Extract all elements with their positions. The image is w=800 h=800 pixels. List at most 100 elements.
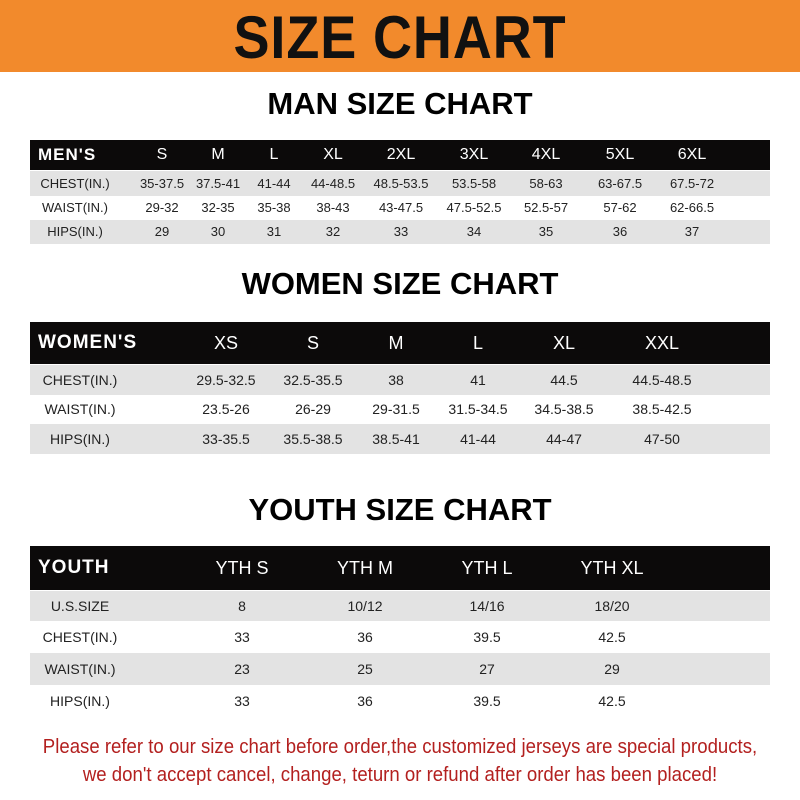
value-cell: 48.5-53.5	[373, 176, 429, 191]
measure-label-cell: WAIST(IN.)	[44, 401, 116, 417]
measure-label-cell: CHEST(IN.)	[42, 629, 118, 645]
title-banner: SIZE CHART	[0, 0, 800, 72]
size-header-cell: XXL	[644, 333, 680, 353]
table-row: CHEST(IN.) 29.5-32.5 32.5-35.5 38 41 44.5 44.5…	[30, 365, 770, 395]
value-cell: 33	[234, 693, 250, 709]
size-header-cell: XS	[213, 333, 239, 353]
size-header-cell: S	[306, 333, 320, 353]
value-cell: 39.5	[473, 693, 501, 709]
table-row: HIPS(IN.) 33 36 39.5 42.5	[30, 685, 770, 717]
size-header-cell: 6XL	[677, 146, 707, 163]
size-header-cell: XL	[323, 146, 343, 163]
women-section-title: WOMEN SIZE CHART	[241, 266, 559, 301]
value-cell: 52.5-57	[523, 200, 569, 215]
page-title: SIZE CHART	[233, 4, 567, 71]
value-cell: 38.5-42.5	[632, 401, 692, 417]
size-header-cell: L	[472, 333, 484, 353]
value-cell: 23	[234, 661, 250, 677]
measure-label-cell: WAIST(IN.)	[44, 661, 116, 677]
value-cell: 57-62	[603, 200, 637, 215]
size-header-cell: XL	[552, 333, 576, 353]
value-cell: 34.5-38.5	[534, 401, 594, 417]
value-cell: 38	[388, 372, 404, 388]
value-cell: 26-29	[295, 401, 331, 417]
value-cell: 35	[538, 224, 554, 239]
value-cell: 47-50	[644, 431, 680, 447]
value-cell: 58-63	[529, 176, 563, 191]
value-cell: 42.5	[598, 693, 626, 709]
table-row: U.S.SIZE 8 10/12 14/16 18/20	[30, 591, 770, 621]
men-section-title: MAN SIZE CHART	[267, 86, 533, 121]
table-row: CHEST(IN.) 35-37.5 37.5-41 41-44 44-48.5 48.5…	[30, 171, 770, 196]
measure-label-cell: HIPS(IN.)	[47, 224, 103, 239]
size-header-cell: S	[156, 146, 168, 163]
value-cell: 25	[357, 661, 373, 677]
value-cell: 29-31.5	[372, 401, 420, 417]
measure-label-cell: CHEST(IN.)	[42, 372, 118, 388]
size-header-cell: YTH L	[461, 558, 513, 578]
size-header-cell: 3XL	[459, 146, 489, 163]
size-header-cell: YTH M	[337, 558, 393, 578]
men-header-row: MEN'S S M L XL 2XL 3XL 4XL 5XL 6XL	[30, 140, 770, 170]
value-cell: 38-43	[316, 200, 350, 215]
measure-label-cell: U.S.SIZE	[50, 598, 110, 614]
notice-line-1: Please refer to our size chart before or…	[42, 736, 758, 758]
value-cell: 23.5-26	[202, 401, 250, 417]
value-cell: 33	[393, 224, 409, 239]
size-header-cell: 2XL	[386, 146, 416, 163]
value-cell: 63-67.5	[597, 176, 643, 191]
notice-line-2: we don't accept cancel, change, teturn o…	[82, 764, 718, 786]
table-row: WAIST(IN.) 29-32 32-35 35-38 38-43 43-47.5 47.…	[30, 196, 770, 220]
table-title-cell: WOMEN'S	[38, 332, 138, 353]
value-cell: 8	[238, 598, 246, 614]
value-cell: 36	[357, 693, 373, 709]
value-cell: 41-44	[257, 176, 291, 191]
value-cell: 31.5-34.5	[448, 401, 508, 417]
value-cell: 35.5-38.5	[283, 431, 343, 447]
men-size-table: MEN'S S M L XL 2XL 3XL 4XL 5XL 6XL CHEST(IN.) 35-37…	[30, 140, 770, 244]
size-header-cell: YTH XL	[580, 558, 644, 578]
table-row: HIPS(IN.) 29 30 31 32 33 34 35 36 37	[30, 220, 770, 244]
value-cell: 32	[325, 224, 341, 239]
value-cell: 35-37.5	[139, 176, 185, 191]
measure-label-cell: HIPS(IN.)	[50, 693, 110, 709]
value-cell: 44-48.5	[310, 176, 356, 191]
value-cell: 41	[470, 372, 486, 388]
table-row: HIPS(IN.) 33-35.5 35.5-38.5 38.5-41 41-44 44-…	[30, 424, 770, 454]
value-cell: 36	[357, 629, 373, 645]
value-cell: 37.5-41	[195, 176, 241, 191]
value-cell: 30	[210, 224, 226, 239]
value-cell: 43-47.5	[378, 200, 424, 215]
size-header-cell: 4XL	[531, 146, 561, 163]
value-cell: 62-66.5	[669, 200, 715, 215]
value-cell: 29-32	[145, 200, 179, 215]
value-cell: 14/16	[469, 598, 505, 614]
value-cell: 37	[684, 224, 700, 239]
value-cell: 29	[604, 661, 620, 677]
measure-label-cell: WAIST(IN.)	[42, 200, 108, 215]
youth-header-row: YOUTH YTH S YTH M YTH L YTH XL	[30, 546, 770, 590]
value-cell: 44-47	[546, 431, 582, 447]
size-header-cell: L	[269, 146, 279, 163]
value-cell: 32-35	[201, 200, 235, 215]
value-cell: 42.5	[598, 629, 626, 645]
youth-section-title: YOUTH SIZE CHART	[248, 492, 552, 527]
value-cell: 32.5-35.5	[283, 372, 343, 388]
value-cell: 27	[479, 661, 495, 677]
measure-label-cell: HIPS(IN.)	[50, 431, 110, 447]
table-row: WAIST(IN.) 23 25 27 29	[30, 653, 770, 685]
table-row: WAIST(IN.) 23.5-26 26-29 29-31.5 31.5-34.5 34…	[30, 395, 770, 424]
value-cell: 41-44	[460, 431, 496, 447]
value-cell: 10/12	[347, 598, 383, 614]
value-cell: 18/20	[594, 598, 630, 614]
value-cell: 31	[266, 224, 282, 239]
table-title-cell: YOUTH	[38, 557, 110, 578]
table-title-cell: MEN'S	[38, 145, 97, 164]
value-cell: 39.5	[473, 629, 501, 645]
value-cell: 47.5-52.5	[446, 200, 502, 215]
value-cell: 44.5	[550, 372, 578, 388]
measure-label-cell: CHEST(IN.)	[40, 176, 110, 191]
value-cell: 36	[612, 224, 628, 239]
value-cell: 34	[466, 224, 482, 239]
size-header-cell: M	[388, 333, 404, 353]
